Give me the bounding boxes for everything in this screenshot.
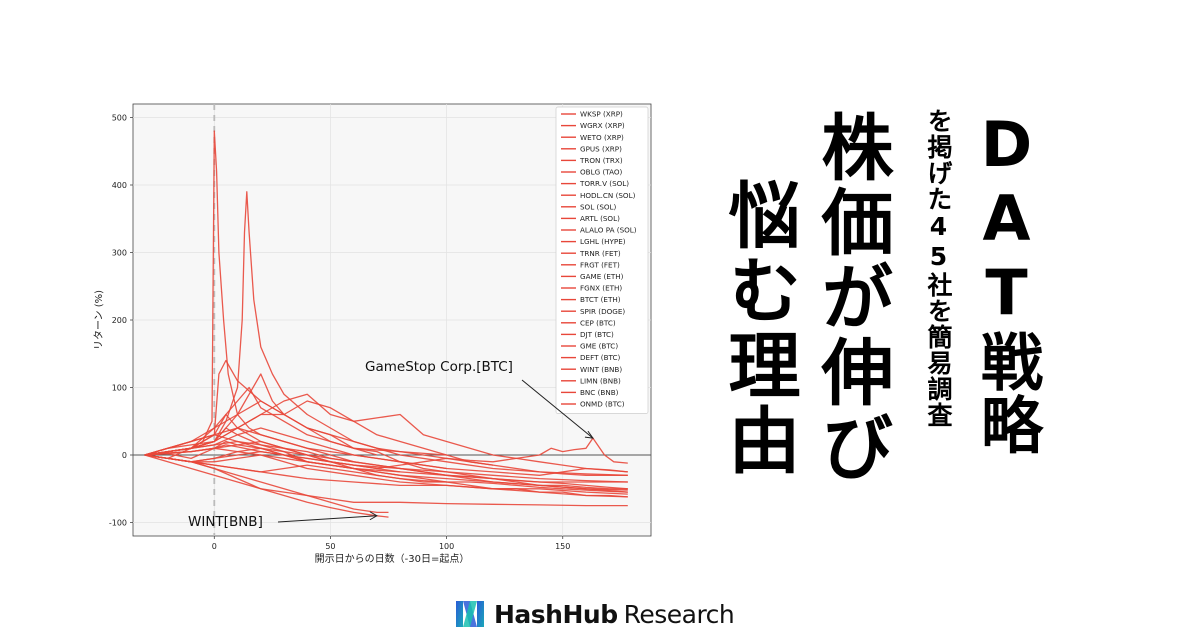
legend-label: GPUS (XRP) [580,144,622,153]
series-line-4 [144,130,628,476]
y-tick-label: 100 [112,384,127,393]
legend-label: TRNR (FET) [579,249,621,258]
legend-label: WINT (BNB) [580,365,622,374]
headline-subtitle: を掲げた45社を簡易調査 [924,108,953,428]
legend-label: WGRX (XRP) [580,121,625,130]
annotation-arrow-gamestop [521,379,594,439]
legend-label: ARTL (SOL) [580,214,620,223]
legend-label: HODL.CN (SOL) [580,191,636,200]
brand-name: HashHub [494,599,618,629]
brand-footer: HashHub Research [454,594,735,634]
x-tick-label: 0 [212,542,217,551]
legend-label: DEFT (BTC) [580,353,620,362]
legend-box [555,106,649,414]
series-line-22 [144,454,389,518]
annotations: GameStop Corp.[BTC] WINT[BNB] [188,359,594,530]
x-tick-label: 150 [555,542,570,551]
headline-line3: 悩む理由 [716,178,800,478]
hashhub-logo-icon [456,601,484,627]
legend-label: FRGT (FET) [580,260,620,269]
legend-label: SPIR (DOGE) [580,307,625,316]
series-line-21 [144,434,628,491]
headline-line1: DAT戦略 [970,108,1043,456]
y-tick-label: -100 [109,519,127,528]
series-line-25 [144,393,628,473]
axis-ticks: -100 0 100 200 300 400 500 0 50 100 150 [109,114,571,552]
legend-label: WKSP (XRP) [580,110,623,119]
legend-label: FGNX (ETH) [580,284,622,293]
legend-label: CEP (BTC) [580,318,616,327]
legend-label: OBLG (TAO) [580,168,623,177]
legend-label: BNC (BNB) [580,388,619,397]
legend-label: GME (BTC) [580,342,618,351]
headline-line2: 株価が伸び [809,110,893,485]
legend-label: ALALO PA (SOL) [580,226,637,235]
x-tick-label: 50 [325,542,335,551]
legend: WKSP (XRP) WGRX (XRP) WETO (XRP) GPUS (XRP)… [555,106,649,414]
annotation-wint: WINT[BNB] [188,514,263,530]
annotation-arrow-wint [277,515,377,523]
y-tick-label: 0 [122,451,127,460]
y-tick-label: 200 [112,316,127,325]
series-line-19 [144,454,628,493]
y-tick-label: 400 [112,181,127,190]
brand-suffix: Research [623,599,735,629]
y-axis-label: リターン (%) [93,290,105,350]
return-chart: -100 0 100 200 300 400 500 0 50 100 150 リターン (%) 開… [93,103,652,565]
legend-label: ONMD (BTC) [580,400,625,409]
x-tick-label: 100 [439,542,454,551]
legend-label: SOL (SOL) [580,202,617,211]
legend-label: LIMN (BNB) [580,376,621,385]
series-lines [144,130,628,518]
series-line-24 [144,191,628,476]
annotation-gamestop: GameStop Corp.[BTC] [365,359,513,375]
y-tick-label: 300 [112,249,127,258]
legend-label: TRON (TRX) [579,156,623,165]
series-line-17 [144,454,628,507]
legend-label: DJT (BTC) [580,330,614,339]
arrow-head-icon [369,511,378,521]
arrow-head-icon [584,430,594,439]
x-axis-label: 開示日からの日数（-30日=起点） [315,552,470,565]
legend-label: WETO (XRP) [580,133,624,142]
legend-label: LGHL (HYPE) [580,237,626,246]
legend-label: TORR.V (SOL) [579,179,629,188]
y-tick-label: 500 [112,114,127,123]
legend-label: GAME (ETH) [580,272,624,281]
legend-label: BTCT (ETH) [580,295,621,304]
